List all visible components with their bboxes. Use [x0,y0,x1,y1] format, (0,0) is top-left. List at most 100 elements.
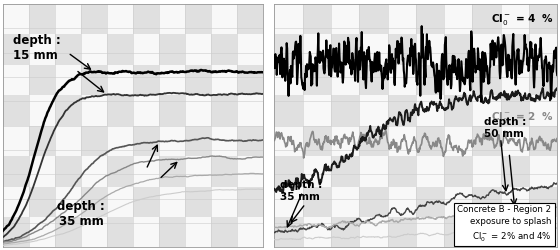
Bar [360,126,388,156]
Bar [211,156,237,187]
Bar [388,35,416,66]
Bar [444,96,473,126]
Bar [473,5,501,35]
Bar [360,156,388,187]
Bar [274,156,302,187]
Bar [302,5,331,35]
Text: Concrete B - Region 2
exposure to splash
Cl$^-_0$ = 2% and 4%: Concrete B - Region 2 exposure to splash… [458,204,552,243]
Bar [274,217,302,248]
Bar [302,96,331,126]
Bar [3,187,29,217]
Bar [185,66,211,96]
Bar [237,217,263,248]
Bar [185,156,211,187]
Bar [3,96,29,126]
Bar [159,5,185,35]
Bar [416,126,444,156]
Bar [302,187,331,217]
Bar [133,156,159,187]
Bar [3,66,29,96]
Bar [444,217,473,248]
Bar [81,217,107,248]
Bar [81,35,107,66]
Bar [302,66,331,96]
Bar [159,187,185,217]
Bar [133,66,159,96]
Bar [55,187,81,217]
Bar [107,126,133,156]
Bar [29,126,55,156]
Bar [529,35,557,66]
Bar [360,5,388,35]
Bar [360,96,388,126]
Bar [331,126,360,156]
Bar [529,5,557,35]
Bar [274,126,302,156]
Text: Cl$^-_0$ = 4  %: Cl$^-_0$ = 4 % [491,12,554,27]
Bar [416,66,444,96]
Bar [159,66,185,96]
Bar [529,96,557,126]
Bar [501,126,529,156]
Bar [107,217,133,248]
Bar [388,187,416,217]
Bar [274,187,302,217]
Bar [211,66,237,96]
Bar [444,5,473,35]
Bar [416,35,444,66]
Bar [360,35,388,66]
Bar [529,126,557,156]
Bar [444,156,473,187]
Bar [302,217,331,248]
Bar [473,96,501,126]
Bar [388,156,416,187]
Bar [107,156,133,187]
Bar [360,217,388,248]
Bar [274,5,302,35]
Bar [29,5,55,35]
Bar [416,187,444,217]
Bar [81,96,107,126]
Bar [185,187,211,217]
Bar [133,126,159,156]
Text: Cl$^-_0$ = 2  %: Cl$^-_0$ = 2 % [491,109,554,124]
Bar [444,187,473,217]
Bar [501,35,529,66]
Bar [29,187,55,217]
Bar [444,35,473,66]
Bar [444,126,473,156]
Bar [211,126,237,156]
Bar [331,156,360,187]
Bar [211,187,237,217]
Bar [55,66,81,96]
Bar [55,156,81,187]
Bar [529,156,557,187]
Bar [3,156,29,187]
Bar [107,5,133,35]
Text: depth :
15 mm: depth : 15 mm [13,34,61,62]
Bar [529,187,557,217]
Bar [3,217,29,248]
Bar [473,156,501,187]
Bar [388,126,416,156]
Bar [159,217,185,248]
Bar [185,96,211,126]
Bar [211,35,237,66]
Bar [211,217,237,248]
Bar [133,187,159,217]
Bar [302,35,331,66]
Bar [107,187,133,217]
Bar [529,217,557,248]
Bar [237,126,263,156]
Bar [302,126,331,156]
Bar [274,96,302,126]
Text: depth :
35 mm: depth : 35 mm [280,180,323,201]
Bar [185,126,211,156]
Bar [501,187,529,217]
Bar [416,156,444,187]
Bar [331,35,360,66]
Bar [81,66,107,96]
Bar [211,96,237,126]
Bar [501,156,529,187]
Bar [133,5,159,35]
